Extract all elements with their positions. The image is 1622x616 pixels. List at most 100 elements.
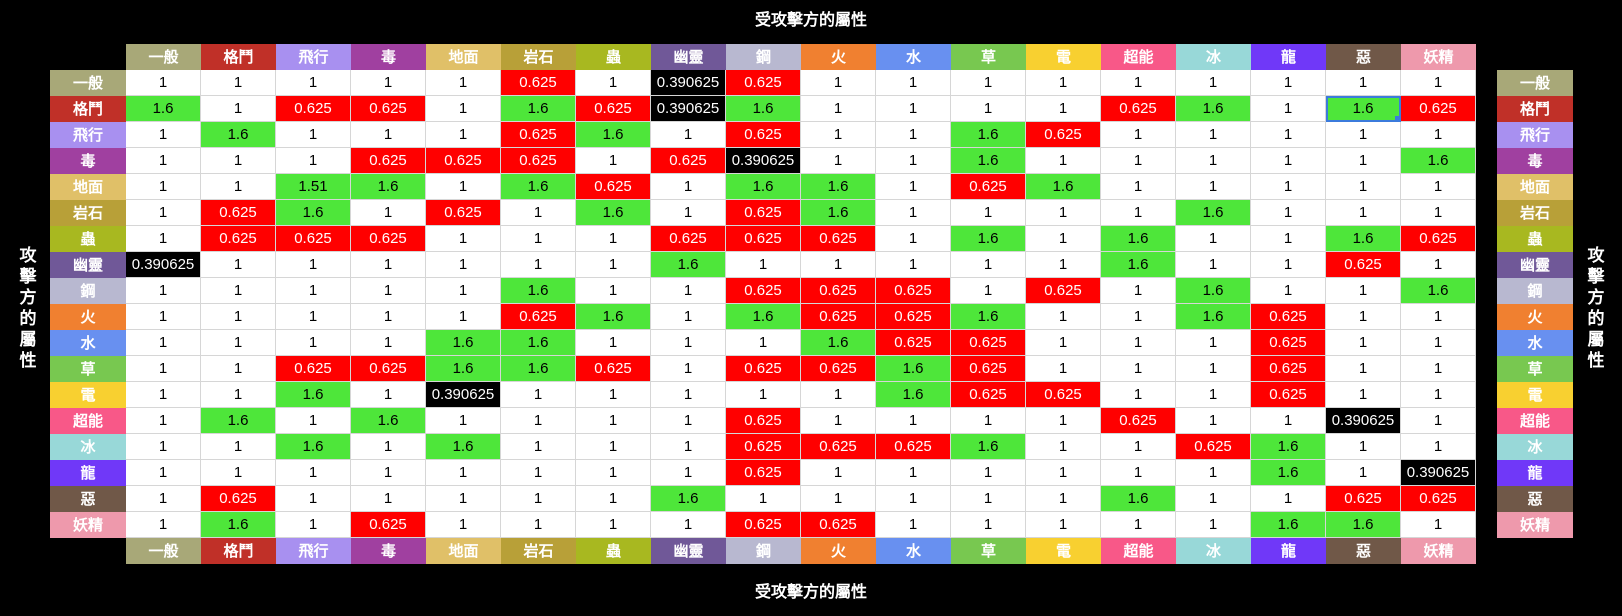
grid-cell-0-1[interactable]: 1 — [201, 70, 276, 96]
grid-cell-9-17[interactable]: 1 — [1401, 304, 1476, 330]
column-header-bottom-cell-5[interactable]: 岩石 — [501, 538, 576, 564]
column-header-top-cell-16[interactable]: 惡 — [1326, 44, 1401, 70]
grid-cell-9-12[interactable]: 1 — [1026, 304, 1101, 330]
grid-cell-5-9[interactable]: 1.6 — [801, 200, 876, 226]
grid-cell-12-13[interactable]: 1 — [1101, 382, 1176, 408]
row-header-left-cell-11[interactable]: 草 — [50, 356, 126, 382]
grid-cell-14-12[interactable]: 1 — [1026, 434, 1101, 460]
grid-cell-9-2[interactable]: 1 — [276, 304, 351, 330]
grid-cell-6-15[interactable]: 1 — [1251, 226, 1326, 252]
row-header-right-cell-14[interactable]: 冰 — [1497, 434, 1573, 460]
grid-cell-8-9[interactable]: 0.625 — [801, 278, 876, 304]
grid-cell-13-17[interactable]: 1 — [1401, 408, 1476, 434]
grid-cell-3-7[interactable]: 0.625 — [651, 148, 726, 174]
grid-cell-17-10[interactable]: 1 — [876, 512, 951, 538]
grid-cell-7-13[interactable]: 1.6 — [1101, 252, 1176, 278]
grid-cell-11-9[interactable]: 0.625 — [801, 356, 876, 382]
grid-cell-4-16[interactable]: 1 — [1326, 174, 1401, 200]
grid-cell-16-16[interactable]: 0.625 — [1326, 486, 1401, 512]
grid-cell-15-14[interactable]: 1 — [1176, 460, 1251, 486]
grid-cell-2-9[interactable]: 1 — [801, 122, 876, 148]
grid-cell-3-8[interactable]: 0.390625 — [726, 148, 801, 174]
grid-cell-9-0[interactable]: 1 — [126, 304, 201, 330]
grid-cell-14-10[interactable]: 0.625 — [876, 434, 951, 460]
grid-cell-0-3[interactable]: 1 — [351, 70, 426, 96]
grid-cell-6-4[interactable]: 1 — [426, 226, 501, 252]
grid-cell-15-8[interactable]: 0.625 — [726, 460, 801, 486]
row-header-right-cell-2[interactable]: 飛行 — [1497, 122, 1573, 148]
column-header-top-cell-5[interactable]: 岩石 — [501, 44, 576, 70]
grid-cell-7-0[interactable]: 0.390625 — [126, 252, 201, 278]
row-header-left-cell-6[interactable]: 蟲 — [50, 226, 126, 252]
grid-cell-12-5[interactable]: 1 — [501, 382, 576, 408]
column-header-bottom-cell-6[interactable]: 蟲 — [576, 538, 651, 564]
grid-cell-11-6[interactable]: 0.625 — [576, 356, 651, 382]
grid-cell-0-15[interactable]: 1 — [1251, 70, 1326, 96]
row-header-left-cell-14[interactable]: 冰 — [50, 434, 126, 460]
grid-cell-8-6[interactable]: 1 — [576, 278, 651, 304]
grid-cell-15-3[interactable]: 1 — [351, 460, 426, 486]
grid-cell-15-9[interactable]: 1 — [801, 460, 876, 486]
grid-cell-0-0[interactable]: 1 — [126, 70, 201, 96]
column-header-bottom-cell-7[interactable]: 幽靈 — [651, 538, 726, 564]
grid-cell-4-6[interactable]: 0.625 — [576, 174, 651, 200]
row-header-left-cell-10[interactable]: 水 — [50, 330, 126, 356]
grid-cell-12-10[interactable]: 1.6 — [876, 382, 951, 408]
column-header-bottom-cell-2[interactable]: 飛行 — [276, 538, 351, 564]
grid-cell-4-13[interactable]: 1 — [1101, 174, 1176, 200]
grid-cell-0-13[interactable]: 1 — [1101, 70, 1176, 96]
grid-cell-17-15[interactable]: 1.6 — [1251, 512, 1326, 538]
grid-cell-5-0[interactable]: 1 — [126, 200, 201, 226]
grid-cell-1-13[interactable]: 0.625 — [1101, 96, 1176, 122]
grid-cell-3-14[interactable]: 1 — [1176, 148, 1251, 174]
grid-cell-14-16[interactable]: 1 — [1326, 434, 1401, 460]
grid-cell-4-7[interactable]: 1 — [651, 174, 726, 200]
grid-cell-2-11[interactable]: 1.6 — [951, 122, 1026, 148]
grid-cell-14-1[interactable]: 1 — [201, 434, 276, 460]
row-header-right-cell-4[interactable]: 地面 — [1497, 174, 1573, 200]
grid-cell-8-12[interactable]: 0.625 — [1026, 278, 1101, 304]
row-header-right-cell-9[interactable]: 火 — [1497, 304, 1573, 330]
grid-cell-5-14[interactable]: 1.6 — [1176, 200, 1251, 226]
row-header-right-cell-16[interactable]: 惡 — [1497, 486, 1573, 512]
grid-cell-17-4[interactable]: 1 — [426, 512, 501, 538]
grid-cell-8-15[interactable]: 1 — [1251, 278, 1326, 304]
grid-cell-12-17[interactable]: 1 — [1401, 382, 1476, 408]
grid-cell-17-7[interactable]: 1 — [651, 512, 726, 538]
grid-cell-2-2[interactable]: 1 — [276, 122, 351, 148]
grid-cell-2-17[interactable]: 1 — [1401, 122, 1476, 148]
row-header-left-cell-9[interactable]: 火 — [50, 304, 126, 330]
grid-cell-6-8[interactable]: 0.625 — [726, 226, 801, 252]
grid-cell-3-9[interactable]: 1 — [801, 148, 876, 174]
grid-cell-17-3[interactable]: 0.625 — [351, 512, 426, 538]
grid-cell-9-1[interactable]: 1 — [201, 304, 276, 330]
grid-cell-6-3[interactable]: 0.625 — [351, 226, 426, 252]
row-header-left-cell-5[interactable]: 岩石 — [50, 200, 126, 226]
grid-cell-15-13[interactable]: 1 — [1101, 460, 1176, 486]
grid-cell-14-15[interactable]: 1.6 — [1251, 434, 1326, 460]
grid-cell-8-2[interactable]: 1 — [276, 278, 351, 304]
grid-cell-7-14[interactable]: 1 — [1176, 252, 1251, 278]
grid-cell-14-8[interactable]: 0.625 — [726, 434, 801, 460]
grid-cell-1-3[interactable]: 0.625 — [351, 96, 426, 122]
column-header-bottom-cell-15[interactable]: 龍 — [1251, 538, 1326, 564]
grid-cell-6-2[interactable]: 0.625 — [276, 226, 351, 252]
grid-cell-6-6[interactable]: 1 — [576, 226, 651, 252]
grid-cell-1-7[interactable]: 0.390625 — [651, 96, 726, 122]
grid-cell-13-16[interactable]: 0.390625 — [1326, 408, 1401, 434]
grid-cell-7-6[interactable]: 1 — [576, 252, 651, 278]
row-header-left-cell-17[interactable]: 妖精 — [50, 512, 126, 538]
grid-cell-2-1[interactable]: 1.6 — [201, 122, 276, 148]
grid-cell-7-9[interactable]: 1 — [801, 252, 876, 278]
grid-cell-1-5[interactable]: 1.6 — [501, 96, 576, 122]
column-header-top-cell-2[interactable]: 飛行 — [276, 44, 351, 70]
grid-cell-15-11[interactable]: 1 — [951, 460, 1026, 486]
grid-cell-3-10[interactable]: 1 — [876, 148, 951, 174]
grid-cell-1-1[interactable]: 1 — [201, 96, 276, 122]
column-header-top-cell-15[interactable]: 龍 — [1251, 44, 1326, 70]
grid-cell-7-17[interactable]: 1 — [1401, 252, 1476, 278]
grid-cell-16-8[interactable]: 1 — [726, 486, 801, 512]
grid-cell-1-9[interactable]: 1 — [801, 96, 876, 122]
grid-cell-16-10[interactable]: 1 — [876, 486, 951, 512]
grid-cell-16-1[interactable]: 0.625 — [201, 486, 276, 512]
